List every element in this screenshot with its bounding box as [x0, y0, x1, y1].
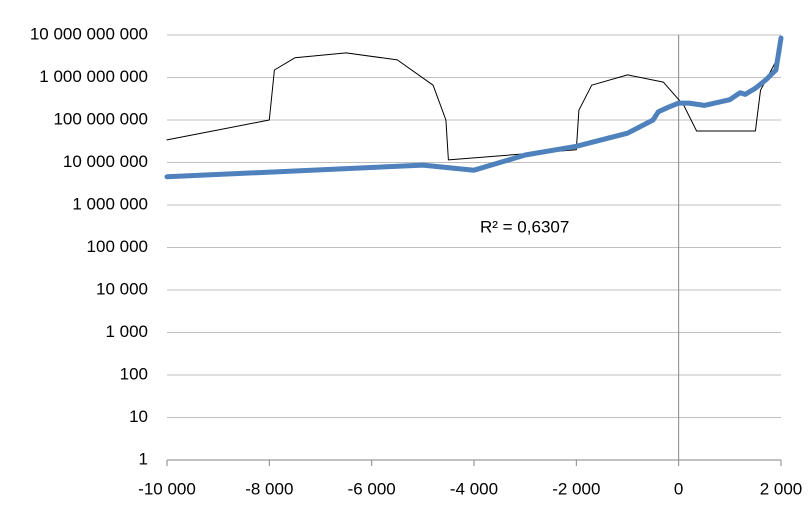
- y-tick-label: 100 000 000: [53, 109, 148, 128]
- x-tick-label: -8 000: [245, 479, 293, 498]
- x-tick-label: -2 000: [552, 479, 600, 498]
- y-tick-label: 1 000: [105, 322, 148, 341]
- series-line: [166, 51, 782, 161]
- y-tick-label: 10 000 000: [63, 152, 148, 171]
- y-tick-label: 1 000 000: [72, 194, 148, 213]
- x-tick-label: -6 000: [348, 479, 396, 498]
- y-tick-label: 1: [139, 449, 148, 468]
- annotation: R² = 0,6307: [480, 217, 569, 236]
- y-tick-label: 10 000: [96, 279, 148, 298]
- y-tick-label: 100 000: [87, 237, 148, 256]
- y-tick-label: 1 000 000 000: [39, 67, 148, 86]
- x-tick-label: -4 000: [450, 479, 498, 498]
- x-tick-label: -10 000: [138, 479, 196, 498]
- y-tick-label: 100: [120, 364, 148, 383]
- y-tick-label: 10 000 000 000: [30, 24, 148, 43]
- series-line: [164, 35, 784, 180]
- x-tick-label: 0: [674, 479, 683, 498]
- x-tick-label: 2 000: [760, 479, 803, 498]
- y-tick-label: 10: [129, 407, 148, 426]
